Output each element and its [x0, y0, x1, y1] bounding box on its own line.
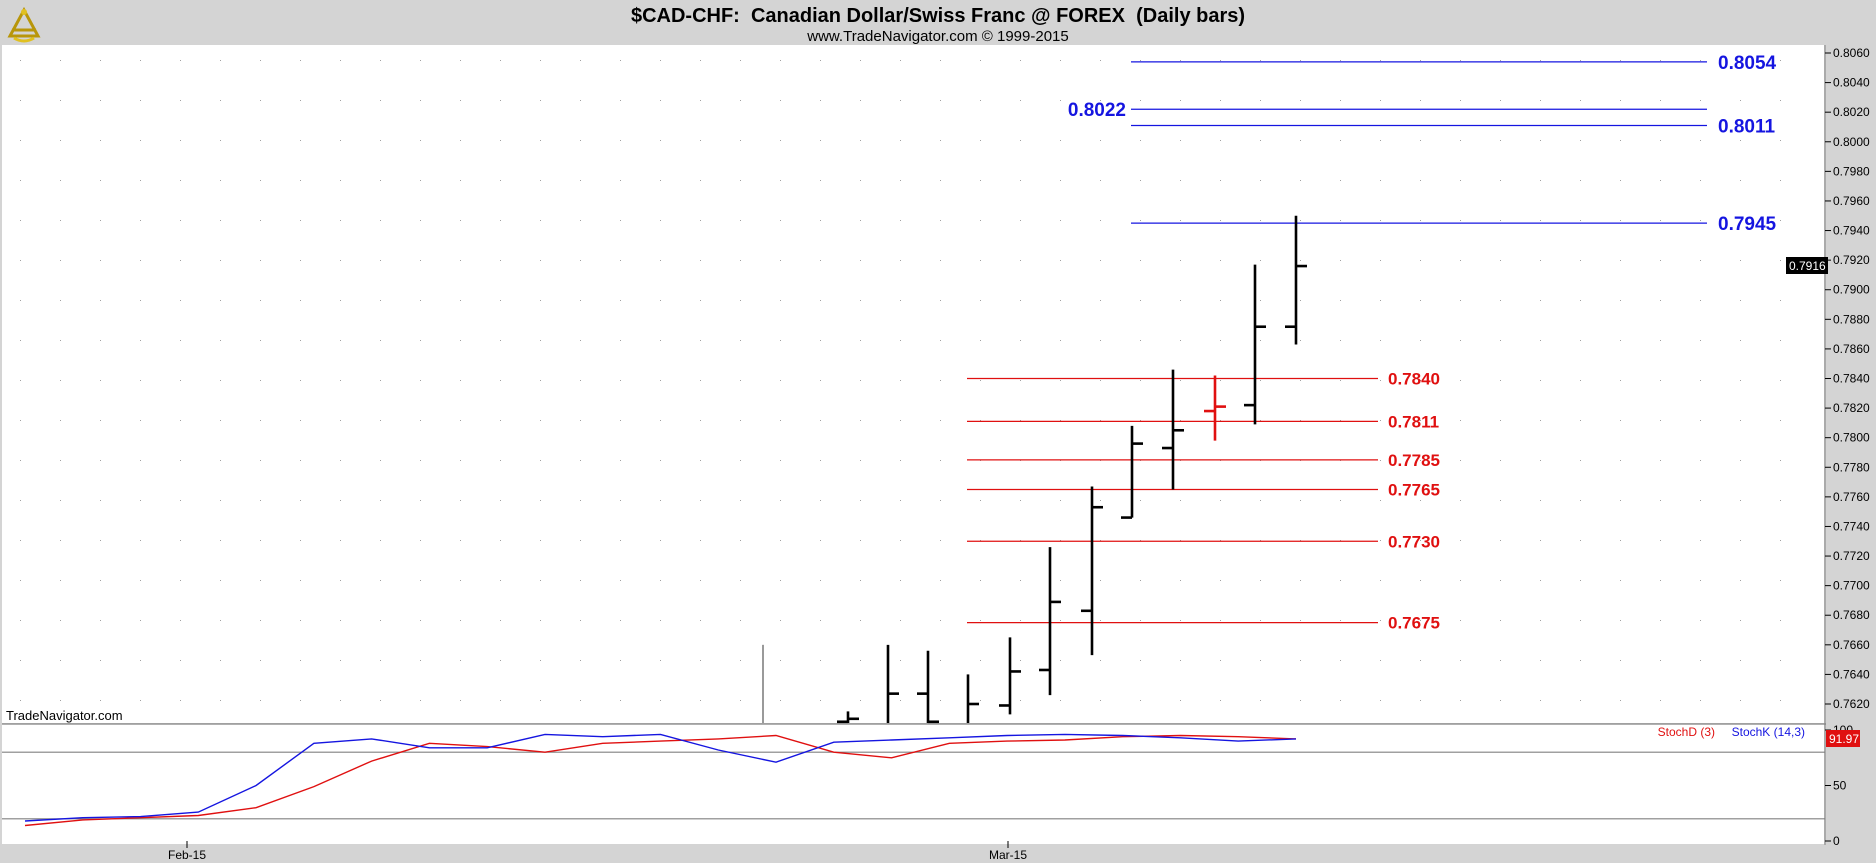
price-tick-label: 0.7980 [1833, 164, 1870, 178]
red-level-label: 0.7811 [1388, 412, 1439, 431]
red-level-label: 0.7675 [1388, 614, 1440, 633]
price-tick-label: 0.8040 [1833, 76, 1870, 90]
ohlc-bar [886, 644, 899, 723]
price-tick-label: 0.7880 [1833, 312, 1870, 326]
red-level-label: 0.7785 [1388, 451, 1440, 470]
price-tick-label: 0.7700 [1833, 579, 1870, 593]
red-level-label: 0.7730 [1388, 532, 1440, 551]
ohlc-bar [1162, 369, 1184, 490]
price-tick-label: 0.7820 [1833, 401, 1870, 415]
price-tick-label: 0.7960 [1833, 194, 1870, 208]
legend-stochd: StochD (3) [1658, 725, 1715, 739]
date-label: Feb-15 [168, 848, 206, 862]
stoch-tick-label: 0 [1833, 834, 1840, 848]
price-tick-label: 0.8060 [1833, 46, 1870, 60]
price-tick-label: 0.7760 [1833, 490, 1870, 504]
stochd-line [24, 734, 1297, 827]
last-price-tag: 0.7916 [1786, 257, 1828, 274]
stoch-lines [24, 733, 1297, 827]
date-label: Mar-15 [989, 848, 1027, 862]
price-tick-label: 0.7800 [1833, 431, 1870, 445]
ohlc-bar [1039, 547, 1061, 696]
price-tick-label: 0.8000 [1833, 135, 1870, 149]
price-tick-label: 0.7720 [1833, 549, 1870, 563]
last-price-label: 0.7916 [1789, 259, 1826, 273]
legend-stochk: StochK (14,3) [1732, 725, 1805, 739]
stoch-value-tag: 91.97 [1826, 730, 1860, 747]
price-panel [2, 45, 1824, 723]
price-tick-label: 0.7780 [1833, 460, 1870, 474]
blue-level-label: 0.7945 [1718, 214, 1777, 235]
ohlc-bar [1285, 215, 1307, 345]
ohlc-bar [1204, 375, 1226, 441]
price-tick-label: 0.7740 [1833, 519, 1870, 533]
stoch-tick-label: 50 [1833, 779, 1847, 793]
price-tick-label: 0.7900 [1833, 283, 1870, 297]
chart-title: $CAD-CHF: Canadian Dollar/Swiss Franc @ … [631, 5, 1245, 27]
price-tick-label: 0.7940 [1833, 224, 1870, 238]
ohlc-bar [1081, 486, 1103, 656]
ohlc-bars [762, 215, 1307, 724]
stochk-line [24, 733, 1297, 822]
ohlc-bar [966, 674, 979, 723]
red-level-label: 0.7840 [1388, 370, 1440, 389]
price-tick-label: 0.7620 [1833, 697, 1870, 711]
date-axis: Feb-15 Mar-15 [168, 841, 1027, 862]
blue-level-label: 0.8011 [1718, 116, 1775, 137]
price-tick-label: 0.8020 [1833, 105, 1870, 119]
price-tick-label: 0.7840 [1833, 372, 1870, 386]
stoch-value-label: 91.97 [1829, 732, 1859, 746]
red-level-label: 0.7765 [1388, 480, 1440, 499]
price-tick-label: 0.7660 [1833, 638, 1870, 652]
price-tick-label: 0.7640 [1833, 667, 1870, 681]
ohlc-bar [837, 711, 859, 724]
price-axis: 0.8060 0.8040 0.8020 0.8000 0.7980 0.7960 0.79… [1825, 46, 1870, 711]
ohlc-bar [999, 637, 1021, 715]
price-tick-label: 0.7680 [1833, 608, 1870, 622]
watermark: TradeNavigator.com [6, 708, 123, 723]
blue-level-label: 0.8022 [1068, 100, 1126, 121]
price-tick-label: 0.7920 [1833, 253, 1870, 267]
ohlc-bar [1244, 264, 1266, 425]
indicator-panel [2, 724, 1824, 844]
ohlc-bar [1121, 425, 1143, 519]
ohlc-bar [917, 650, 939, 724]
chart-subtitle: www.TradeNavigator.com © 1999-2015 [806, 28, 1068, 45]
blue-level-label: 0.8054 [1718, 53, 1777, 74]
price-tick-label: 0.7860 [1833, 342, 1870, 356]
sextant-icon [4, 4, 44, 44]
price-levels: 0.8054 0.8022 0.8011 0.7945 0.7840 0.7811 0.77… [967, 53, 1777, 633]
grid-dots [20, 60, 1781, 701]
